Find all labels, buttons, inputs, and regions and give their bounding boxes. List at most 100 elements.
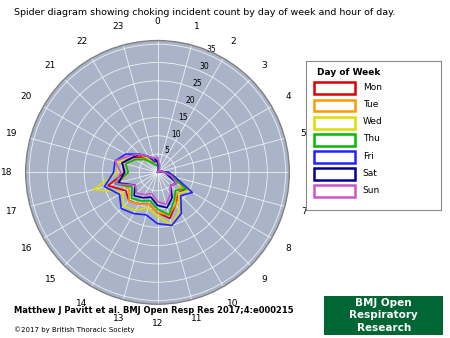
Mon bbox=[155, 170, 160, 174]
Text: ©2017 by British Thoracic Society: ©2017 by British Thoracic Society bbox=[14, 326, 134, 333]
Line: Sun: Sun bbox=[115, 154, 176, 204]
Text: Mon: Mon bbox=[363, 83, 382, 92]
Mon bbox=[126, 199, 132, 203]
Sat bbox=[158, 169, 164, 173]
Thu bbox=[123, 162, 128, 166]
Sun bbox=[133, 183, 138, 187]
FancyBboxPatch shape bbox=[314, 168, 355, 180]
Wed bbox=[155, 170, 160, 174]
Thu bbox=[130, 185, 135, 189]
Thu bbox=[147, 199, 153, 203]
Tue bbox=[155, 211, 160, 215]
FancyBboxPatch shape bbox=[314, 185, 355, 197]
Sun bbox=[149, 192, 154, 196]
Tue bbox=[166, 213, 171, 217]
Line: Thu: Thu bbox=[115, 160, 186, 215]
Wed bbox=[155, 170, 160, 174]
Text: Matthew J Pavitt et al. BMJ Open Resp Res 2017;4:e000215: Matthew J Pavitt et al. BMJ Open Resp Re… bbox=[14, 306, 293, 315]
Tue bbox=[123, 162, 128, 166]
Sun bbox=[167, 193, 173, 197]
Sun bbox=[155, 170, 160, 174]
Mon bbox=[166, 170, 171, 174]
Sun bbox=[163, 202, 169, 206]
Tue bbox=[173, 202, 179, 206]
Sat bbox=[140, 196, 145, 200]
Wed bbox=[186, 189, 192, 193]
Wed bbox=[133, 209, 138, 213]
Tue bbox=[116, 181, 122, 185]
Text: Wed: Wed bbox=[363, 117, 382, 126]
Sun bbox=[162, 170, 167, 174]
Sat bbox=[168, 183, 173, 187]
Mon bbox=[148, 158, 153, 162]
Wed bbox=[156, 167, 161, 171]
Fri bbox=[155, 159, 160, 163]
Tue bbox=[146, 202, 152, 206]
Sun bbox=[174, 181, 179, 185]
Sun bbox=[146, 154, 151, 159]
Mon bbox=[105, 184, 111, 188]
Tue bbox=[162, 170, 167, 174]
FancyBboxPatch shape bbox=[314, 117, 355, 128]
Sun bbox=[158, 169, 164, 173]
Mon bbox=[176, 191, 181, 195]
Fri bbox=[111, 170, 116, 174]
Tue bbox=[155, 170, 160, 174]
Thu bbox=[155, 163, 160, 167]
Wed bbox=[155, 170, 160, 174]
Fri bbox=[155, 222, 160, 226]
Sat bbox=[130, 156, 135, 160]
Wed bbox=[120, 191, 125, 195]
Text: BMJ Open
Respiratory
Research: BMJ Open Respiratory Research bbox=[349, 298, 418, 333]
Thu bbox=[155, 163, 160, 167]
Text: Spider diagram showing choking incident count by day of week and hour of day.: Spider diagram showing choking incident … bbox=[14, 8, 395, 18]
Sat bbox=[155, 203, 160, 207]
FancyBboxPatch shape bbox=[314, 82, 355, 94]
Line: Tue: Tue bbox=[119, 160, 183, 215]
Line: Fri: Fri bbox=[104, 154, 193, 225]
Thu bbox=[126, 170, 131, 174]
Sat bbox=[157, 167, 162, 171]
Sun bbox=[157, 163, 162, 167]
Thu bbox=[155, 170, 160, 174]
Text: Fri: Fri bbox=[363, 151, 374, 161]
Text: Tue: Tue bbox=[363, 100, 378, 109]
Mon bbox=[183, 187, 189, 191]
Sun bbox=[118, 170, 124, 174]
Wed bbox=[177, 209, 182, 213]
Wed bbox=[166, 170, 171, 174]
Sat bbox=[155, 170, 160, 174]
Sat bbox=[151, 156, 157, 160]
Sat bbox=[131, 194, 137, 198]
Mon bbox=[122, 170, 127, 174]
FancyBboxPatch shape bbox=[314, 151, 355, 163]
Tue bbox=[155, 163, 160, 167]
Wed bbox=[137, 152, 142, 156]
Fri bbox=[166, 170, 171, 174]
Fri bbox=[155, 170, 160, 174]
Thu bbox=[171, 199, 177, 203]
Thu bbox=[173, 189, 178, 193]
Thu bbox=[156, 167, 161, 171]
Sat bbox=[162, 170, 167, 174]
Sun bbox=[155, 170, 160, 174]
Tue bbox=[136, 202, 142, 206]
Tue bbox=[126, 199, 132, 203]
Sat bbox=[122, 170, 127, 174]
Fri bbox=[190, 191, 195, 195]
Sat bbox=[164, 206, 170, 210]
Mon bbox=[155, 211, 160, 215]
Wed bbox=[114, 170, 120, 174]
Tue bbox=[156, 167, 161, 171]
Tue bbox=[173, 189, 178, 193]
Fri bbox=[178, 194, 184, 198]
Fri bbox=[179, 212, 184, 216]
Sun bbox=[112, 182, 118, 186]
Fri bbox=[155, 170, 160, 174]
Thu bbox=[155, 170, 160, 174]
Sun bbox=[142, 193, 148, 197]
Mon bbox=[158, 169, 164, 173]
Thu bbox=[112, 182, 118, 186]
Thu bbox=[149, 161, 155, 165]
Sun bbox=[126, 154, 132, 158]
